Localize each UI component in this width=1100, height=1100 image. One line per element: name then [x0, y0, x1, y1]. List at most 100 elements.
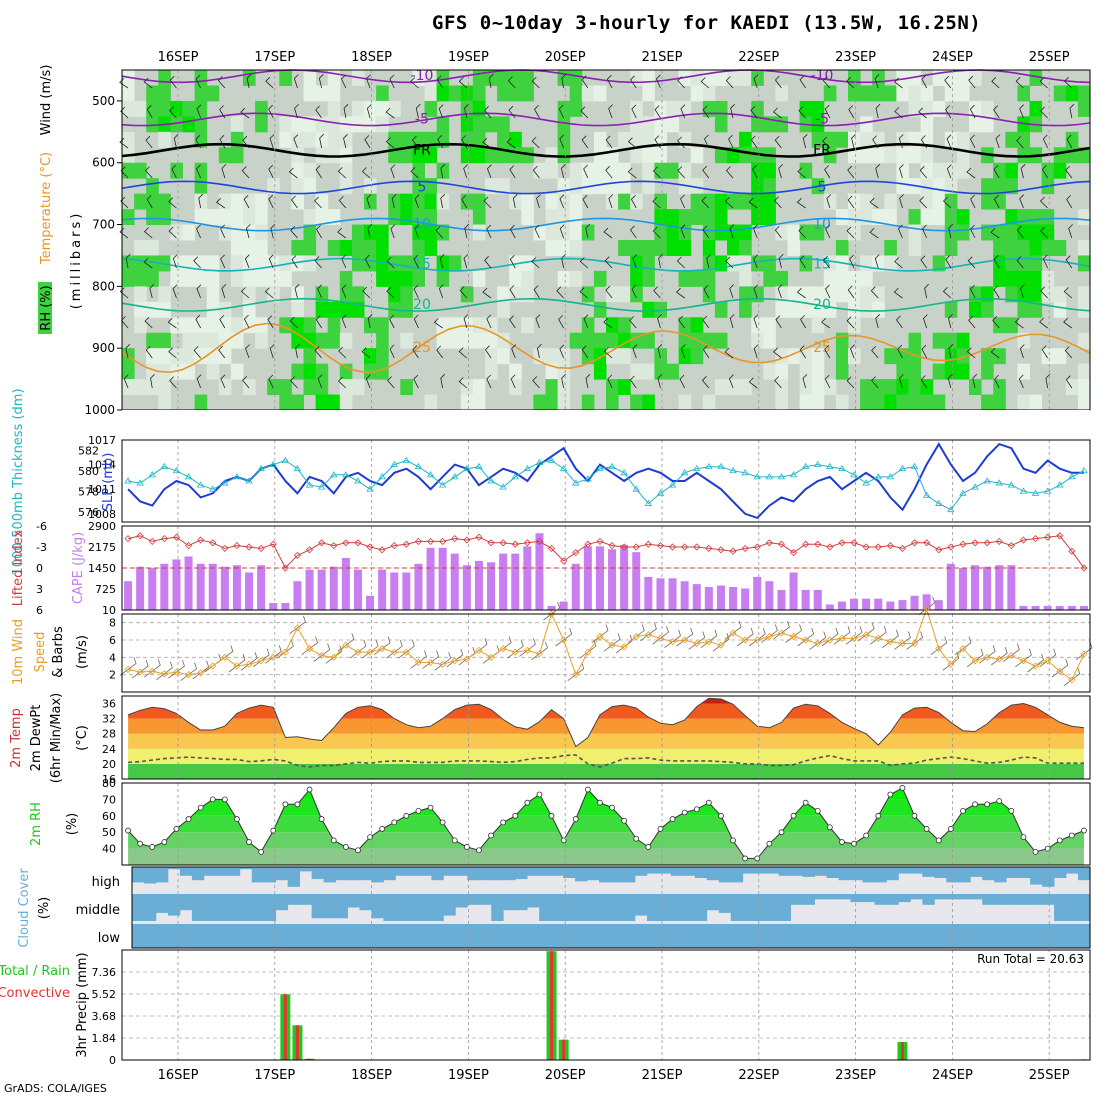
rh-cell: [1077, 85, 1091, 102]
cape-bar: [559, 601, 568, 610]
wind-barb-10m: [809, 631, 827, 650]
cloud-high-bar: [503, 867, 516, 881]
wind-barb: [144, 316, 153, 329]
rh-cell: [751, 100, 764, 117]
cape-bar: [1007, 565, 1016, 610]
date-label-top: 17SEP: [254, 50, 295, 65]
wind-barb: [169, 106, 177, 119]
wind-barb: [240, 287, 250, 299]
thickness-marker: [789, 471, 798, 478]
rh-marker: [645, 844, 652, 850]
cape-bar: [632, 552, 641, 610]
wind-barb: [464, 104, 469, 119]
rh-cell: [1029, 255, 1043, 272]
wind-speed-marker: [269, 653, 277, 661]
rh-cell: [630, 240, 643, 256]
pressure-tick-label: 500: [92, 94, 115, 108]
wind-speed-marker: [487, 653, 495, 661]
wind-speed-marker: [656, 634, 665, 642]
wind-speed-marker: [814, 639, 822, 648]
rh-marker: [693, 806, 700, 813]
rh-cell: [920, 85, 934, 102]
wind-barb: [1040, 106, 1048, 119]
rh-cell: [690, 193, 704, 210]
cloud-high-bar: [1078, 867, 1091, 881]
wind-barb: [269, 134, 275, 149]
cloud-low-bar: [467, 924, 480, 948]
cape-tick-label: 2175: [88, 541, 116, 554]
cape-bar: [281, 603, 290, 610]
cloud-high-bar: [862, 867, 875, 883]
wind-barb: [294, 284, 300, 299]
wind-barb-10m: [797, 627, 815, 647]
rh-marker: [814, 807, 821, 814]
wind-barb: [774, 196, 782, 209]
wind-barb: [243, 314, 250, 329]
cape-tick-label: 725: [95, 583, 116, 596]
rh-marker: [282, 801, 289, 808]
rh-cell: [545, 193, 559, 210]
cloud-high-bar: [958, 867, 971, 883]
rh-cell: [993, 270, 1006, 287]
cloud-middle-bar: [347, 894, 360, 908]
thickness-marker: [1080, 466, 1088, 474]
wind-barb: [510, 374, 516, 389]
wind-barb: [318, 74, 324, 89]
lifted-index-marker: [923, 539, 931, 547]
lifted-index-marker: [1080, 564, 1088, 572]
wind-speed-marker: [281, 648, 289, 656]
rh-cell: [606, 332, 619, 349]
rh-cell: [593, 348, 607, 365]
wind-barb: [171, 164, 177, 179]
wind-speed-marker: [923, 605, 931, 613]
wind-barb: [458, 347, 468, 359]
lifted-index-marker: [1031, 535, 1040, 543]
rh-cell: [388, 286, 401, 303]
rh-cell: [569, 178, 583, 195]
rh-cell: [194, 270, 208, 287]
rh-cell: [448, 255, 462, 272]
wind-barb: [389, 344, 395, 359]
rh-cell: [521, 209, 534, 226]
wind-barb: [220, 254, 226, 269]
rh-cell: [194, 348, 208, 365]
cape-bar: [402, 572, 411, 610]
rh-marker: [548, 812, 555, 819]
wind-barb: [172, 254, 178, 269]
wind-barb: [753, 314, 759, 329]
thickness-marker: [983, 477, 991, 484]
rh-cell: [448, 317, 462, 334]
rh-cell: [412, 162, 425, 179]
thickness-marker: [317, 483, 326, 490]
cloud-low-bar: [706, 924, 720, 948]
rh-cell: [569, 224, 583, 241]
rh-cell: [230, 147, 244, 164]
wind-barb: [319, 133, 324, 149]
rh-cell: [944, 70, 958, 86]
lifted-index-marker: [947, 543, 955, 551]
rh-cell: [182, 224, 196, 241]
rh-cell: [956, 70, 970, 86]
thickness-marker: [354, 477, 362, 484]
rh-cell: [521, 70, 534, 86]
wind-barb: [774, 75, 782, 89]
wind-barb: [245, 344, 250, 359]
wind-barb: [967, 256, 976, 269]
rh-cell: [860, 379, 873, 396]
rh-cell: [230, 270, 244, 287]
rh-cell: [557, 240, 571, 256]
rh-cell: [993, 193, 1006, 210]
cloud-middle-bar: [227, 894, 241, 921]
wind-barb: [414, 224, 420, 239]
rh-cell: [376, 240, 389, 256]
wind-barb: [753, 284, 759, 299]
thickness-marker: [717, 462, 725, 470]
date-label-top: 21SEP: [642, 50, 683, 65]
cloud-middle-bar: [407, 894, 420, 921]
lifted-index-marker: [777, 540, 786, 548]
rh-cell: [1017, 255, 1030, 272]
lifted-index-marker: [547, 544, 556, 552]
cape-bar: [329, 566, 338, 610]
rh-marker: [681, 809, 688, 816]
rh-cell: [182, 332, 196, 349]
